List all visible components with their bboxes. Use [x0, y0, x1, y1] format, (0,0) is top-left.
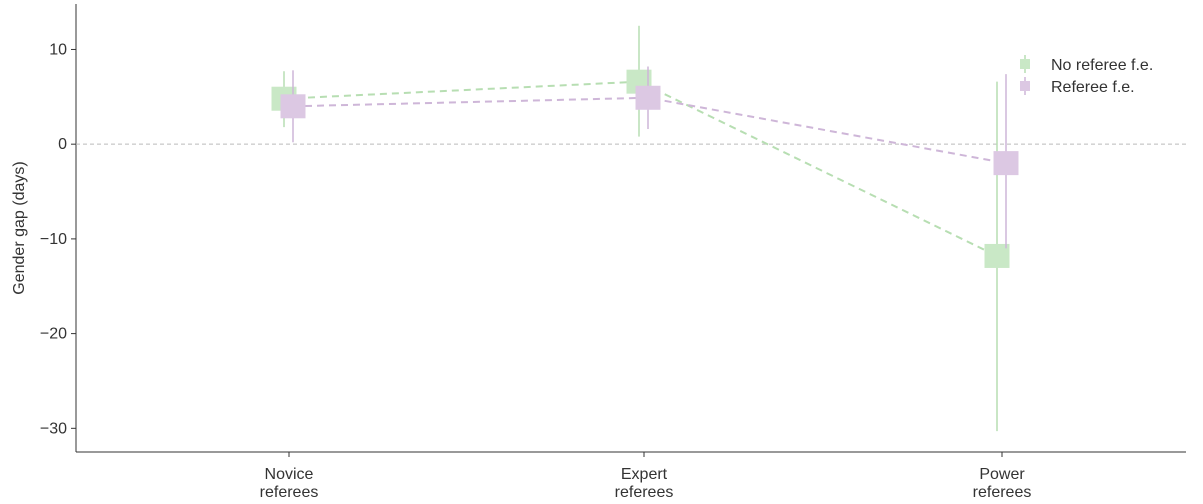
x-tick-label: Power referees	[973, 466, 1032, 501]
legend-label: Referee f.e.	[1051, 79, 1135, 96]
legend-swatch	[1020, 81, 1030, 91]
x-tick-label: Novice referees	[260, 466, 319, 501]
series-2	[280, 66, 1019, 249]
y-tick-label: 0	[58, 136, 67, 153]
data-point	[635, 85, 661, 110]
x-tick-label-line: referees	[615, 484, 674, 501]
series-layer	[271, 25, 1019, 432]
y-axis-title: Gender gap (days)	[11, 161, 28, 294]
data-point	[280, 94, 306, 119]
x-tick-label-line: referees	[973, 484, 1032, 501]
legend-label: No referee f.e.	[1051, 57, 1153, 74]
y-tick-label: −10	[40, 231, 67, 248]
y-tick-label: 10	[49, 41, 67, 58]
y-tick-label: −20	[40, 326, 67, 343]
legend: No referee f.e. Referee f.e.	[1020, 55, 1153, 96]
y-tick-label: −30	[40, 420, 67, 437]
legend-item: No referee f.e.	[1020, 55, 1153, 74]
x-tick-label-line: Power	[979, 466, 1025, 483]
x-tick-label-line: referees	[260, 484, 319, 501]
x-tick-label-line: Novice	[265, 466, 314, 483]
x-tick-label-line: Expert	[621, 466, 668, 483]
legend-swatch	[1020, 59, 1030, 69]
legend-item: Referee f.e.	[1020, 77, 1135, 96]
data-point	[993, 151, 1019, 176]
x-tick-label: Expert referees	[615, 466, 674, 501]
